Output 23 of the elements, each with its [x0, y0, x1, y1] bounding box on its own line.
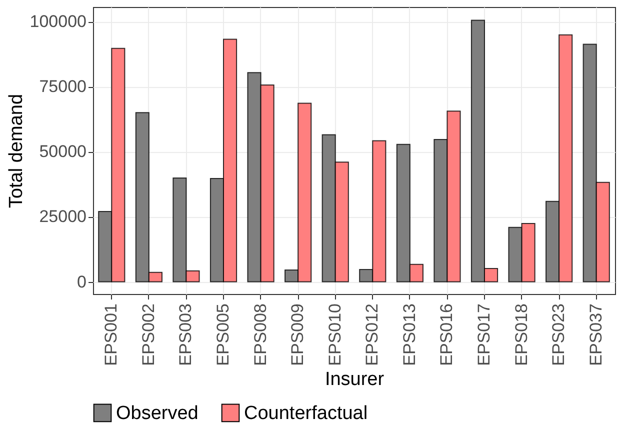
x-tick-label: EPS009 — [288, 304, 308, 366]
x-tick-label: EPS023 — [549, 304, 568, 366]
x-tick-label: EPS001 — [102, 304, 121, 366]
legend-label: Observed — [116, 402, 198, 424]
x-tick-label: EPS037 — [586, 304, 606, 366]
legend-label: Counterfactual — [244, 402, 368, 424]
x-tick-label: EPS002 — [138, 304, 158, 366]
y-tick-label: 0 — [77, 272, 86, 292]
x-axis-title: Insurer — [324, 368, 385, 390]
x-tick-label: EPS008 — [250, 304, 270, 366]
y-tick-label: 75000 — [39, 77, 86, 96]
x-tick-label: EPS012 — [362, 304, 382, 366]
y-tick-label: 25000 — [39, 207, 86, 226]
x-tick-label: EPS018 — [512, 304, 531, 366]
x-tick-label: EPS017 — [474, 304, 494, 366]
y-axis-title: Total demand — [6, 94, 27, 208]
y-tick-label: 50000 — [39, 142, 86, 162]
x-tick-label: EPS010 — [325, 304, 344, 366]
y-tick-label: 100000 — [30, 12, 86, 32]
x-tick-label: EPS003 — [176, 304, 196, 366]
x-tick-label: EPS016 — [437, 304, 456, 366]
x-tick-label: EPS013 — [400, 304, 419, 366]
x-tick-label: EPS005 — [214, 304, 232, 366]
